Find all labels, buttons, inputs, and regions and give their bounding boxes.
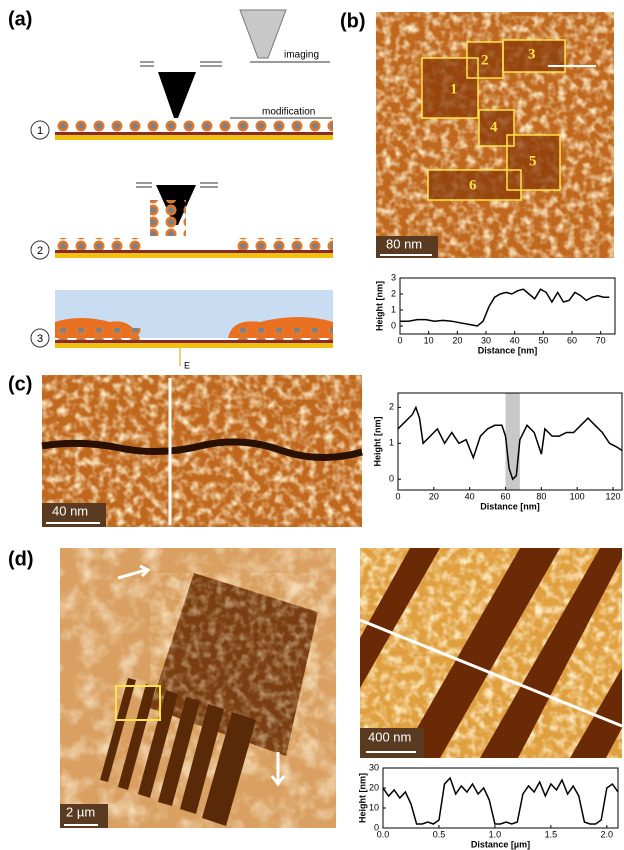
step: 1 (37, 125, 43, 137)
y-tick-label: 10 (369, 802, 379, 812)
box-label: 4 (490, 119, 498, 135)
x-tick-label: 40 (465, 491, 475, 501)
substrate (55, 343, 333, 348)
x-axis-label: Distance [µm] (471, 839, 530, 849)
x-tick-label: 1.5 (545, 829, 558, 839)
panel-label: (b) (340, 10, 366, 32)
x-tick-label: 0 (395, 491, 400, 501)
particles (232, 328, 333, 340)
y-tick-label: 1 (389, 438, 394, 448)
step: 2 (37, 245, 43, 257)
afm-zoom: 400 nm (360, 548, 622, 758)
layer (55, 250, 333, 253)
y-axis-label: Height [nm] (357, 773, 367, 823)
x-tick-label: 120 (606, 491, 621, 501)
scale-label: 400 nm (368, 729, 411, 744)
y-tick-label: 20 (369, 782, 379, 792)
panel-label: (d) (8, 548, 34, 570)
y-tick-label: 2 (391, 288, 396, 298)
x-tick-label: 0.5 (433, 829, 446, 839)
y-tick-label: 0 (391, 320, 396, 330)
arrows (140, 62, 222, 66)
x-tick-label: 60 (567, 335, 577, 345)
substrate (55, 253, 333, 258)
box-label: 2 (481, 52, 489, 68)
particles (150, 200, 186, 236)
y-tick-label: 0 (389, 474, 394, 484)
profile (383, 778, 618, 824)
y-tick-label: 3 (391, 272, 396, 282)
panel-label: (a) (8, 8, 32, 30)
y-axis-label: Height [nm] (374, 281, 384, 331)
y-tick-label: 2 (389, 402, 394, 412)
particles (232, 238, 333, 250)
y-tick-label: 1 (391, 304, 396, 314)
x-tick-label: 20 (429, 491, 439, 501)
x-tick-label: 40 (510, 335, 520, 345)
figure: (a) imaging modification 1 2 E 3 (b) 1 2… (0, 0, 624, 850)
x-tick-label: 60 (501, 491, 511, 501)
y-tick-label: 30 (369, 762, 379, 772)
y-tick-label: 0 (374, 822, 379, 832)
x-tick-label: 0 (397, 335, 402, 345)
x-tick-label: 30 (481, 335, 491, 345)
profile (400, 289, 609, 326)
scale-label: 80 nm (386, 236, 422, 251)
x-tick-label: 20 (452, 335, 462, 345)
x-tick-label: 2.0 (601, 829, 614, 839)
layer (55, 340, 333, 343)
x-tick-label: 100 (570, 491, 585, 501)
box-label: 6 (469, 177, 477, 193)
highlight (506, 393, 520, 490)
layer (55, 132, 333, 135)
particles (55, 120, 333, 132)
box-label: 1 (450, 81, 458, 97)
mod-tip (158, 72, 196, 118)
x-tick-label: 50 (538, 335, 548, 345)
scale-label: 40 nm (52, 503, 88, 518)
step: 3 (37, 333, 43, 345)
x-tick-label: 80 (536, 491, 546, 501)
x-tick-label: 10 (424, 335, 434, 345)
y-axis-label: Height [nm] (372, 417, 382, 467)
scale-label: 2 µm (66, 804, 95, 819)
imaging-tip (240, 10, 286, 58)
panel-label: (c) (8, 373, 32, 395)
x-axis-label: Distance [nm] (478, 345, 538, 355)
box-label: 5 (529, 153, 537, 169)
particles (55, 328, 145, 340)
x-tick-label: 1.0 (489, 829, 502, 839)
imaging-label: imaging (284, 50, 319, 61)
plot-frame (400, 278, 615, 334)
x-axis-label: Distance [nm] (480, 501, 540, 511)
modification-label: modification (262, 107, 315, 118)
plot-frame (383, 768, 618, 828)
electrode-label: E (184, 360, 190, 370)
x-tick-label: 70 (596, 335, 606, 345)
box-label: 3 (528, 46, 536, 62)
particles (55, 238, 145, 250)
substrate (55, 135, 333, 140)
